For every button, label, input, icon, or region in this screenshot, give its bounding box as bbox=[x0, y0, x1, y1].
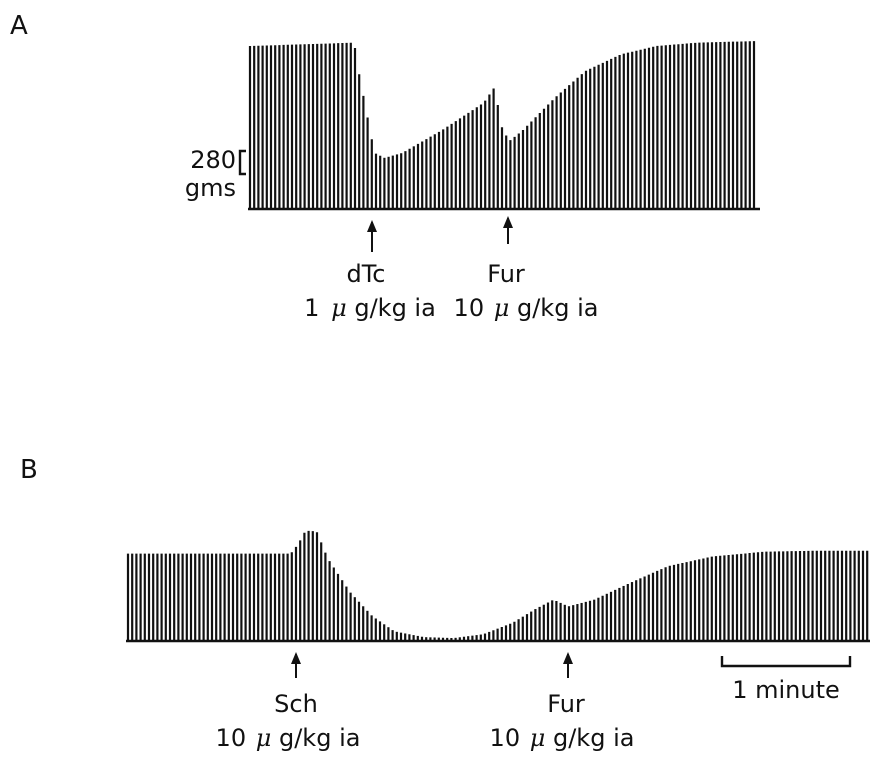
panel-b-arrow-2 bbox=[563, 652, 573, 678]
panel-b-arrow-1 bbox=[291, 652, 301, 678]
panel-a-event-1-dose: 1 μ g/kg ia bbox=[304, 294, 436, 322]
panel-a-event-2-dose-unit: g/kg ia bbox=[517, 294, 598, 322]
panel-b-event-2-drug: Fur bbox=[547, 690, 585, 718]
panel-b-event-2-dose-unit: g/kg ia bbox=[553, 724, 634, 752]
panel-b-label: B bbox=[20, 455, 38, 485]
panel-b-event-2-dose-num: 10 bbox=[490, 724, 521, 752]
mu-symbol: μ bbox=[530, 724, 546, 752]
mu-symbol: μ bbox=[256, 724, 272, 752]
panel-a-scale-unit: gms bbox=[185, 174, 236, 202]
panel-a-label: A bbox=[10, 11, 28, 41]
panel-b-event-1-drug: Sch bbox=[274, 690, 318, 718]
panel-b-event-1-dose-unit: g/kg ia bbox=[279, 724, 360, 752]
panel-a-event-1-drug: dTc bbox=[346, 260, 385, 288]
panel-a-arrow-2 bbox=[503, 216, 513, 244]
panel-a-arrow-1 bbox=[367, 220, 377, 252]
panel-a-scale-value: 280 bbox=[190, 146, 236, 174]
panel-a-event-2-drug: Fur bbox=[487, 260, 525, 288]
panel-b-twitch-trace bbox=[126, 530, 870, 643]
panel-a-event-1-dose-num: 1 bbox=[304, 294, 319, 322]
panel-a-event-2-dose: 10 μ g/kg ia bbox=[454, 294, 599, 322]
panel-b-event-2-dose: 10 μ g/kg ia bbox=[490, 724, 635, 752]
panel-b-event-1-dose: 10 μ g/kg ia bbox=[216, 724, 361, 752]
time-scale-label: 1 minute bbox=[732, 676, 840, 704]
panel-a-twitch-trace bbox=[248, 41, 760, 211]
panel-b-event-1-dose-num: 10 bbox=[216, 724, 247, 752]
panel-a-scale-bracket bbox=[238, 149, 246, 176]
panel-a-event-1-dose-unit: g/kg ia bbox=[354, 294, 435, 322]
panel-a-event-2-dose-num: 10 bbox=[454, 294, 485, 322]
mu-symbol: μ bbox=[331, 294, 347, 322]
mu-symbol: μ bbox=[494, 294, 510, 322]
time-scale-bar bbox=[720, 656, 852, 668]
